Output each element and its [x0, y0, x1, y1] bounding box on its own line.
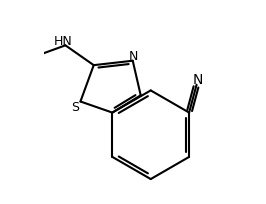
- Text: N: N: [193, 73, 203, 87]
- Text: HN: HN: [54, 35, 73, 48]
- Text: S: S: [71, 101, 79, 114]
- Text: N: N: [129, 50, 138, 63]
